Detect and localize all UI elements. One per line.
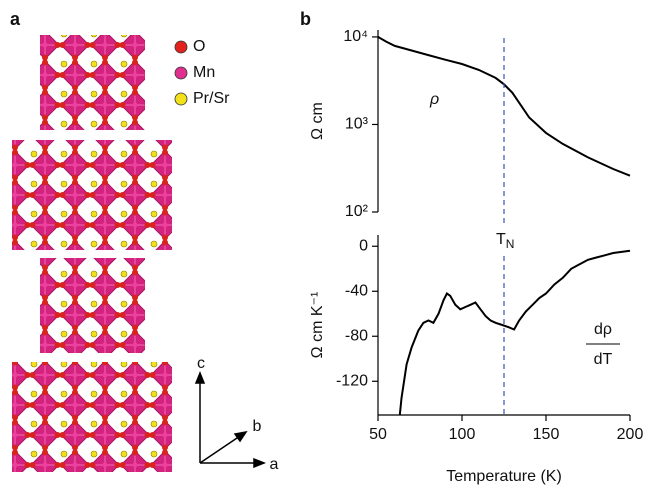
- panel-label: b: [300, 9, 311, 29]
- double-layer: [12, 362, 172, 472]
- legend-swatch: [175, 41, 187, 53]
- tn-label: TN: [496, 231, 514, 251]
- y-tick-label: 0: [359, 237, 368, 254]
- single-layer: [40, 35, 145, 130]
- y-tick-label: -40: [345, 282, 368, 299]
- x-tick-label: 150: [533, 426, 560, 443]
- figure: a b c b a O Mn Pr/Sr 10² 10³ 10⁴ Ω cm 0 -40 -80 -1…: [0, 0, 649, 490]
- y-tick-label: -120: [336, 372, 368, 389]
- legend-label: Mn: [193, 64, 215, 81]
- legend-swatch: [175, 67, 187, 79]
- annotation-den: dT: [594, 351, 613, 368]
- annotation: ρ: [429, 91, 439, 108]
- double-layer: [12, 140, 172, 250]
- x-axis-label: Temperature (K): [446, 468, 562, 485]
- tn-main: T: [496, 231, 506, 248]
- x-tick-label: 200: [617, 426, 644, 443]
- x-tick-label: 100: [449, 426, 476, 443]
- single-layer: [40, 258, 145, 353]
- y-tick-label: 10⁴: [343, 28, 368, 45]
- legend-label: O: [193, 38, 205, 55]
- annotation-num: dρ: [594, 321, 612, 338]
- axis-name: a: [270, 456, 279, 473]
- legend-swatch: [175, 93, 187, 105]
- y-axis-label: Ω cm: [309, 102, 326, 140]
- y-axis-label: Ω cm K⁻¹: [309, 292, 326, 359]
- panel-label: a: [10, 9, 21, 29]
- y-tick-label: 10³: [345, 116, 369, 133]
- axis-name: c: [197, 355, 205, 372]
- y-tick-label: -80: [345, 327, 368, 344]
- x-tick-label: 50: [369, 426, 387, 443]
- axis-name: b: [253, 418, 262, 435]
- crystal-structure: [12, 35, 172, 472]
- legend-label: Pr/Sr: [193, 90, 230, 107]
- y-tick-label: 10²: [345, 203, 369, 220]
- tn-sub: N: [506, 237, 515, 251]
- page: a b c b a O Mn Pr/Sr 10² 10³ 10⁴ Ω cm 0 -40 -80 -1…: [0, 0, 649, 490]
